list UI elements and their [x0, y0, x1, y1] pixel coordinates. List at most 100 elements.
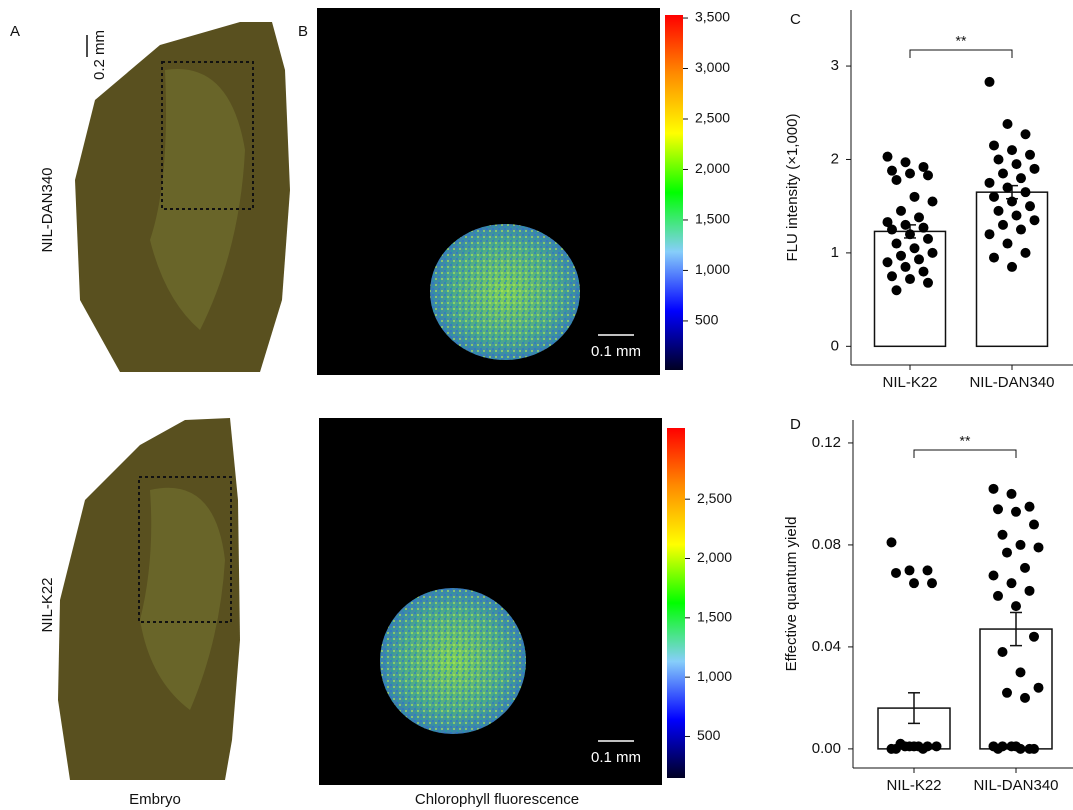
data-point — [918, 266, 929, 277]
data-point — [988, 483, 999, 494]
data-point — [1011, 601, 1021, 612]
data-point — [882, 257, 893, 268]
data-point — [909, 243, 920, 254]
data-point — [1020, 129, 1031, 140]
data-point — [1029, 519, 1039, 530]
data-point — [1007, 261, 1017, 272]
tick-label: 2,500 — [697, 490, 732, 506]
data-point — [1024, 585, 1035, 596]
data-point — [886, 537, 897, 548]
data-point — [923, 233, 933, 244]
x-tick-label: NIL-DAN340 — [969, 374, 1054, 391]
data-point — [927, 578, 937, 589]
y-axis-label: Effective quantum yield — [783, 517, 800, 672]
y-tick-label: 2 — [831, 150, 839, 167]
data-point — [900, 261, 911, 272]
panel-label: B — [298, 23, 308, 40]
tick-label: 500 — [697, 727, 721, 743]
data-point — [896, 205, 906, 216]
x-tick-label: NIL-K22 — [886, 777, 941, 794]
data-point — [923, 277, 933, 288]
data-point — [1033, 542, 1044, 553]
data-point — [998, 168, 1008, 179]
tick-label: 2,000 — [697, 549, 732, 565]
panel-label: D — [790, 416, 801, 433]
data-point — [905, 168, 915, 179]
data-point — [1011, 506, 1021, 517]
data-point — [1007, 196, 1017, 207]
data-point — [1024, 501, 1035, 512]
tick-label: 500 — [695, 312, 719, 328]
data-point — [891, 567, 901, 578]
data-point — [993, 504, 1003, 515]
data-point — [922, 741, 933, 752]
data-point — [887, 165, 897, 176]
row-label: NIL-DAN340 — [39, 167, 56, 252]
data-point — [904, 565, 915, 576]
data-point — [905, 229, 915, 240]
data-point — [887, 271, 897, 282]
data-point — [997, 647, 1008, 657]
significance: ** — [960, 433, 971, 449]
fluorescence-images — [317, 8, 662, 785]
data-point — [914, 212, 924, 223]
data-point — [891, 285, 902, 296]
tick-label: 1,000 — [697, 668, 732, 684]
data-point — [1015, 539, 1026, 550]
data-point — [891, 238, 902, 249]
data-point — [1020, 247, 1031, 258]
row-label: NIL-K22 — [39, 577, 56, 632]
data-point — [1029, 215, 1040, 226]
tick-label: 3,500 — [695, 9, 730, 25]
data-point — [1033, 682, 1044, 693]
data-point — [927, 247, 938, 258]
data-point — [997, 741, 1008, 752]
significance-bracket — [913, 449, 1017, 458]
x-tick-label: NIL-K22 — [882, 374, 937, 391]
data-point — [1015, 743, 1026, 754]
embryo-images — [58, 22, 290, 780]
data-point — [891, 175, 902, 186]
colorbar — [667, 428, 685, 778]
scale-label: 0.1 mm — [591, 749, 641, 766]
data-point — [1020, 562, 1030, 573]
data-point — [1015, 667, 1026, 678]
tick-label: 3,000 — [695, 59, 730, 75]
data-point — [900, 157, 911, 168]
data-point — [927, 196, 938, 207]
data-point — [1025, 201, 1035, 212]
y-tick-label: 0 — [831, 337, 839, 354]
data-point — [1025, 149, 1035, 160]
data-point — [882, 151, 893, 162]
data-point — [887, 224, 897, 235]
data-point — [984, 76, 995, 87]
tick-label: 1,000 — [695, 261, 730, 277]
data-point — [1002, 182, 1013, 193]
data-point — [923, 170, 933, 181]
panel-label: C — [790, 11, 801, 28]
data-point — [993, 205, 1004, 216]
data-point — [918, 222, 929, 233]
data-point — [891, 743, 901, 754]
data-point — [997, 529, 1008, 540]
data-point — [1006, 488, 1017, 499]
panel-label: A — [10, 23, 20, 40]
y-tick-label: 1 — [831, 244, 839, 261]
data-point — [993, 154, 1004, 165]
data-point — [1016, 173, 1026, 184]
data-point — [1029, 163, 1040, 174]
data-point — [922, 565, 933, 576]
data-point — [896, 250, 906, 261]
significance: ** — [956, 33, 967, 49]
data-point — [914, 254, 924, 265]
scale-label: 0.1 mm — [591, 343, 641, 360]
error-bar — [1010, 611, 1022, 647]
data-point — [1006, 578, 1017, 589]
data-point — [989, 252, 999, 263]
data-point — [989, 191, 999, 202]
data-point — [1011, 159, 1022, 170]
y-tick-label: 3 — [831, 57, 839, 74]
data-point — [909, 191, 920, 202]
data-point — [882, 217, 893, 228]
